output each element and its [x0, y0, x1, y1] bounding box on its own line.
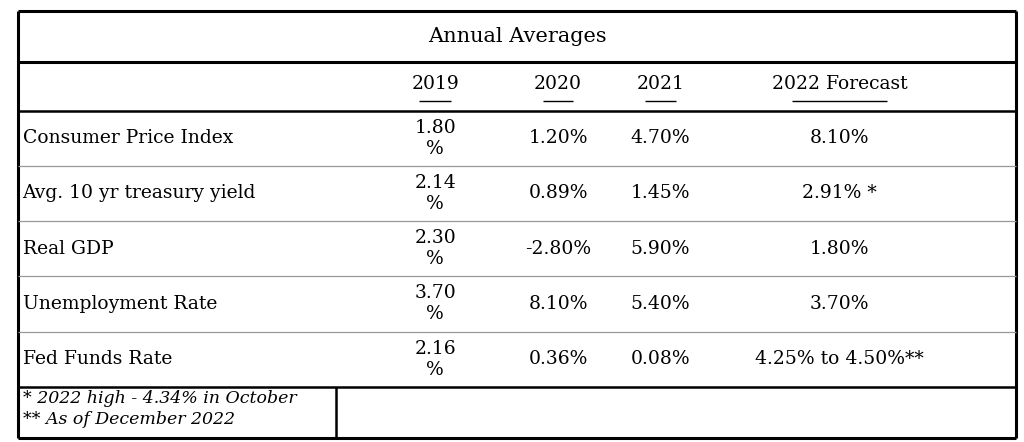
Text: 2.14: 2.14	[415, 174, 456, 192]
Text: 4.25% to 4.50%**: 4.25% to 4.50%**	[756, 350, 924, 368]
Text: 3.70%: 3.70%	[810, 295, 869, 313]
Text: 0.08%: 0.08%	[631, 350, 690, 368]
Text: 2021: 2021	[637, 75, 684, 93]
Text: 2.30: 2.30	[415, 229, 456, 247]
Text: 1.45%: 1.45%	[631, 184, 690, 202]
Text: 1.80: 1.80	[415, 118, 456, 137]
Text: 5.40%: 5.40%	[631, 295, 690, 313]
Text: 5.90%: 5.90%	[631, 240, 690, 258]
Text: %: %	[426, 250, 444, 268]
Text: 0.36%: 0.36%	[528, 350, 588, 368]
Text: 4.70%: 4.70%	[631, 129, 690, 147]
Text: 2.16: 2.16	[415, 339, 456, 358]
Text: 1.80%: 1.80%	[810, 240, 869, 258]
Text: 1.20%: 1.20%	[528, 129, 588, 147]
Text: 8.10%: 8.10%	[528, 295, 588, 313]
Text: %: %	[426, 140, 444, 158]
Text: 2020: 2020	[535, 75, 582, 93]
Text: Fed Funds Rate: Fed Funds Rate	[23, 350, 172, 368]
Text: Annual Averages: Annual Averages	[428, 27, 606, 46]
Text: Consumer Price Index: Consumer Price Index	[23, 129, 232, 147]
Text: Avg. 10 yr treasury yield: Avg. 10 yr treasury yield	[23, 184, 256, 202]
Text: 8.10%: 8.10%	[810, 129, 869, 147]
Text: ** As of December 2022: ** As of December 2022	[23, 411, 234, 428]
Text: 2.91% *: 2.91% *	[803, 184, 877, 202]
Text: %: %	[426, 305, 444, 324]
Text: Real GDP: Real GDP	[23, 240, 114, 258]
Text: %: %	[426, 195, 444, 213]
Text: 0.89%: 0.89%	[528, 184, 588, 202]
Text: 2019: 2019	[412, 75, 459, 93]
Text: %: %	[426, 361, 444, 379]
Text: 2022 Forecast: 2022 Forecast	[772, 75, 907, 93]
Text: Unemployment Rate: Unemployment Rate	[23, 295, 217, 313]
Text: * 2022 high - 4.34% in October: * 2022 high - 4.34% in October	[23, 390, 296, 408]
Text: -2.80%: -2.80%	[525, 240, 591, 258]
Text: 3.70: 3.70	[415, 284, 456, 302]
